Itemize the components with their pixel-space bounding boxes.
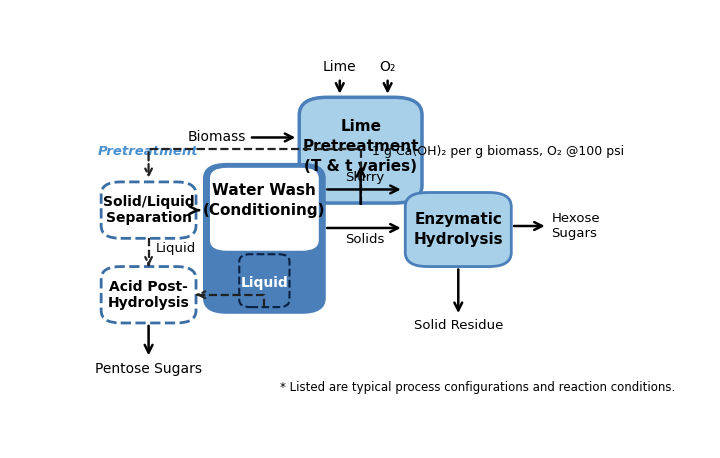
Text: Hexose
Sugars: Hexose Sugars <box>552 212 600 240</box>
FancyBboxPatch shape <box>204 164 324 312</box>
Text: Pentose Sugars: Pentose Sugars <box>95 362 202 376</box>
Text: Solids: Solids <box>345 233 384 246</box>
Text: Solid Residue: Solid Residue <box>413 320 503 333</box>
Text: Biomass: Biomass <box>188 131 246 144</box>
Text: Solid/Liquid
Separation: Solid/Liquid Separation <box>103 195 194 225</box>
Text: O₂: O₂ <box>379 60 396 74</box>
Text: 1 g Ca(OH)₂ per g biomass, O₂ @100 psi: 1 g Ca(OH)₂ per g biomass, O₂ @100 psi <box>372 145 624 158</box>
Text: Enzymatic
Hydrolysis: Enzymatic Hydrolysis <box>413 212 503 247</box>
FancyBboxPatch shape <box>210 168 319 251</box>
Text: Acid Post-
Hydrolysis: Acid Post- Hydrolysis <box>108 280 189 310</box>
Text: Pretreatment: Pretreatment <box>98 145 199 158</box>
FancyBboxPatch shape <box>405 192 511 267</box>
FancyBboxPatch shape <box>101 182 196 238</box>
Text: Liquid: Liquid <box>156 242 196 256</box>
Text: * Listed are typical process configurations and reaction conditions.: * Listed are typical process configurati… <box>280 381 675 393</box>
Text: Liquid: Liquid <box>240 276 288 290</box>
Text: Slurry: Slurry <box>345 171 384 184</box>
Text: Lime: Lime <box>323 60 356 74</box>
Text: Lime
Pretreatment
(T & t varies): Lime Pretreatment (T & t varies) <box>302 120 419 174</box>
FancyBboxPatch shape <box>300 97 422 203</box>
Text: Water Wash
(Conditioning): Water Wash (Conditioning) <box>203 183 325 218</box>
FancyBboxPatch shape <box>101 267 196 323</box>
